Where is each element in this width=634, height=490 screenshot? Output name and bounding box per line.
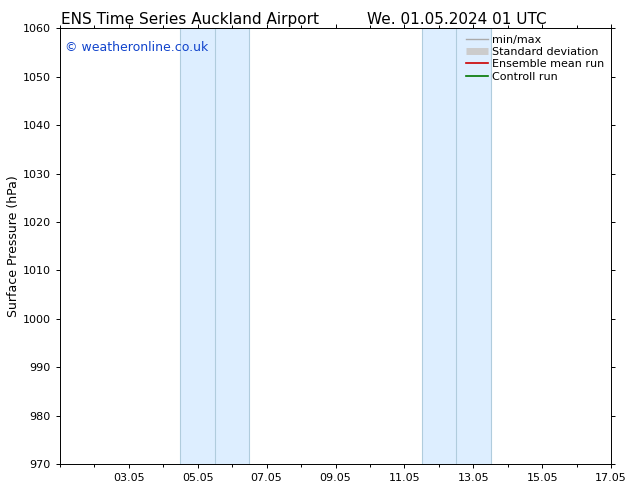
Text: We. 01.05.2024 01 UTC: We. 01.05.2024 01 UTC — [366, 12, 547, 27]
Y-axis label: Surface Pressure (hPa): Surface Pressure (hPa) — [7, 175, 20, 317]
Bar — [181, 28, 215, 464]
Bar — [456, 28, 491, 464]
Bar — [422, 28, 456, 464]
Legend: min/max, Standard deviation, Ensemble mean run, Controll run: min/max, Standard deviation, Ensemble me… — [462, 31, 608, 85]
Text: © weatheronline.co.uk: © weatheronline.co.uk — [65, 41, 209, 54]
Text: ENS Time Series Auckland Airport: ENS Time Series Auckland Airport — [61, 12, 319, 27]
Bar — [215, 28, 249, 464]
